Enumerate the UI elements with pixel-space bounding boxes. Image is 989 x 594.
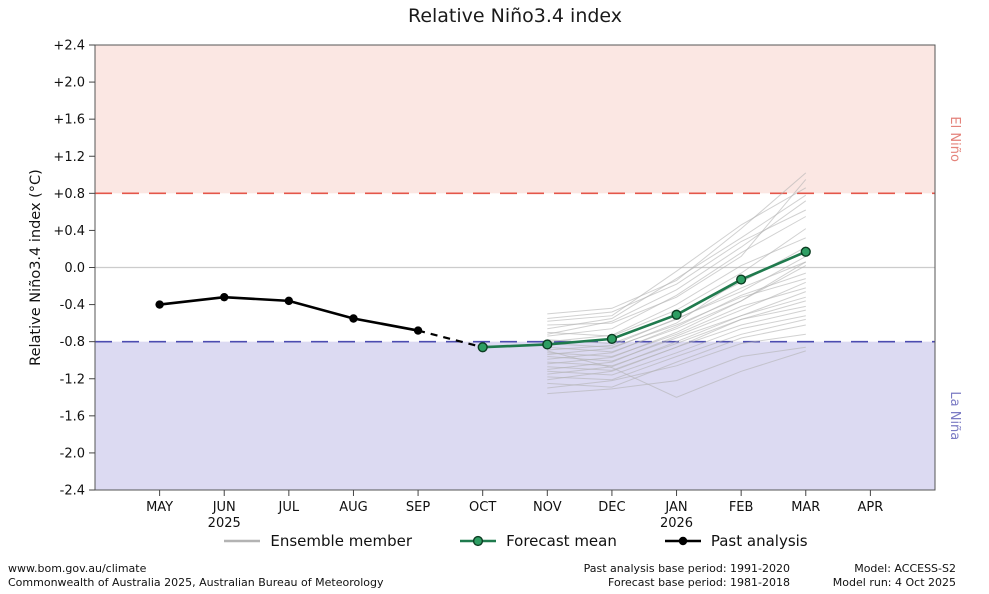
svg-text:+2.4: +2.4 [53, 39, 85, 54]
svg-text:JUN: JUN [212, 500, 236, 515]
el-nino-label: El Niño [947, 116, 962, 162]
svg-text:0.0: 0.0 [64, 261, 85, 276]
svg-text:FEB: FEB [729, 500, 754, 515]
analysis-forecast-transition-line [417, 329, 483, 349]
x-axis: MAY JUN JUL AUG SEP OCT NOV DEC JAN FEB MAR APR 2025… [146, 490, 883, 531]
forecast-mean-marker-icon [460, 535, 497, 547]
footer-base-periods: Past analysis base period: 1991-2020 For… [584, 562, 790, 589]
footer-model-info: Model: ACCESS-S2 Model run: 4 Oct 2025 [833, 562, 956, 589]
chart-legend: Ensemble member Forecast mean Past analy… [95, 532, 935, 550]
legend-item-forecast-mean: Forecast mean [458, 532, 617, 550]
svg-text:JAN: JAN [664, 500, 687, 515]
forecast-mean-line [477, 246, 811, 353]
footer-model: Model: ACCESS-S2 [854, 562, 956, 575]
la-nina-region [95, 341, 935, 490]
past-analysis-line [155, 292, 423, 335]
svg-text:OCT: OCT [469, 500, 496, 515]
svg-text:-2.0: -2.0 [60, 446, 85, 461]
svg-text:-2.4: -2.4 [60, 484, 85, 499]
y-axis: +2.4 +2.0 +1.6 +1.2 +0.8 +0.4 0.0 -0.4 -0.8 -1.2 -… [53, 39, 95, 499]
footer-past-base-period: Past analysis base period: 1991-2020 [583, 562, 790, 575]
svg-text:-1.6: -1.6 [60, 409, 85, 424]
page-title: Relative Niño3.4 index [407, 5, 623, 27]
legend-label-past-analysis: Past analysis [710, 532, 808, 550]
footer-copyright: Commonwealth of Australia 2025, Australi… [8, 575, 384, 589]
svg-text:MAR: MAR [791, 500, 820, 515]
svg-text:SEP: SEP [406, 500, 430, 515]
footer-forecast-base-period: Forecast base period: 1981-2018 [608, 575, 790, 589]
y-axis-label: Relative Niño3.4 index (°C) [28, 169, 44, 366]
footer-site-url: www.bom.gov.au/climate [8, 562, 147, 575]
svg-text:-0.4: -0.4 [60, 298, 85, 313]
legend-item-past-analysis: Past analysis [663, 532, 808, 550]
legend-item-ensemble: Ensemble member [222, 532, 412, 550]
svg-text:APR: APR [858, 500, 884, 515]
past-analysis-marker-icon [664, 536, 701, 546]
ensemble-line-icon [224, 539, 261, 543]
footer-model-run: Model run: 4 Oct 2025 [832, 575, 956, 589]
svg-text:+0.8: +0.8 [53, 187, 85, 202]
year-label: 2026 [660, 516, 693, 531]
svg-text:-0.8: -0.8 [60, 335, 85, 350]
svg-text:DEC: DEC [598, 500, 625, 515]
legend-label-forecast-mean: Forecast mean [506, 532, 617, 550]
svg-text:-1.2: -1.2 [60, 372, 85, 387]
svg-text:NOV: NOV [533, 500, 562, 515]
legend-label-ensemble: Ensemble member [270, 532, 413, 550]
svg-text:AUG: AUG [339, 500, 367, 515]
svg-text:MAY: MAY [146, 500, 173, 515]
footer-left: www.bom.gov.au/climate Commonwealth of A… [8, 562, 383, 589]
year-label: 2025 [208, 516, 241, 531]
svg-text:+1.6: +1.6 [53, 113, 85, 128]
svg-text:+2.0: +2.0 [53, 76, 85, 91]
svg-text:+0.4: +0.4 [53, 224, 85, 239]
svg-text:JUL: JUL [278, 500, 300, 515]
svg-text:+1.2: +1.2 [53, 150, 85, 165]
la-nina-label: La Niña [947, 391, 962, 440]
el-nino-region [95, 45, 935, 194]
